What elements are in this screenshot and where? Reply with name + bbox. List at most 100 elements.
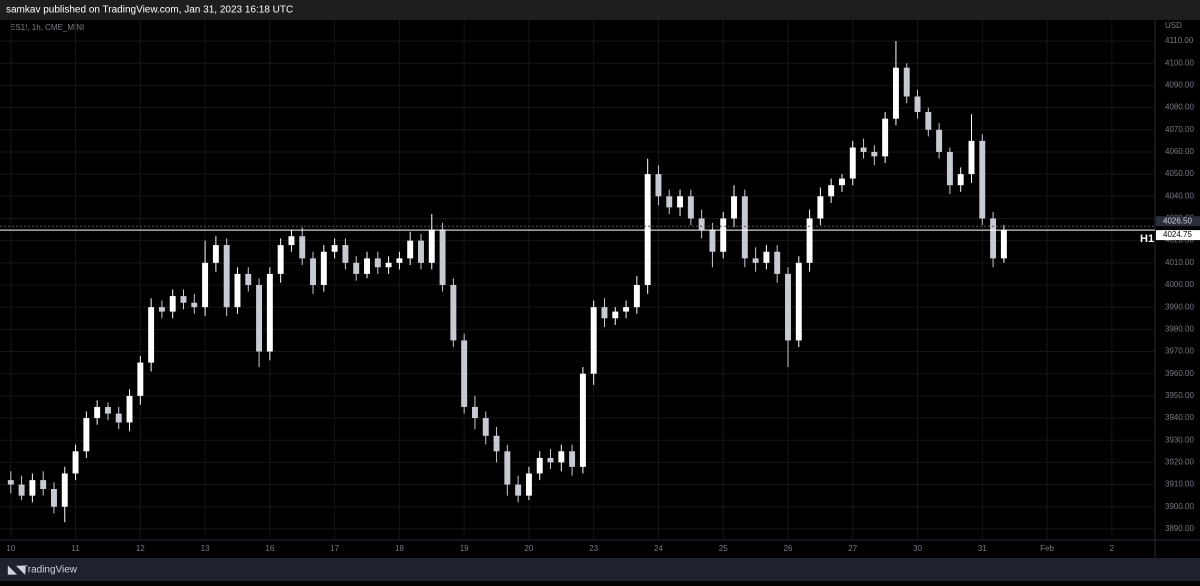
candle-body	[439, 229, 446, 285]
candle-body	[525, 473, 532, 496]
x-tick-label: Feb	[1040, 544, 1054, 553]
candle-body	[914, 96, 921, 113]
candle-body	[364, 258, 370, 274]
candle-body	[838, 178, 845, 186]
candle-body	[83, 418, 90, 452]
candle-body	[115, 413, 122, 423]
candle-body	[18, 484, 25, 496]
candle-body	[741, 196, 748, 259]
y-tick-label: 4000.00	[1165, 280, 1194, 289]
candle-body	[936, 129, 943, 152]
candle-body	[212, 245, 219, 263]
x-tick-label: 2	[1110, 544, 1115, 553]
candle-body	[482, 418, 489, 436]
candle-body	[385, 262, 392, 268]
candle-body	[946, 151, 953, 186]
candle-body	[40, 480, 47, 489]
candle-body	[990, 218, 997, 259]
candle-body	[407, 240, 414, 259]
candle-body	[644, 174, 651, 285]
candle-body	[774, 251, 781, 274]
y-tick-label: 4070.00	[1165, 125, 1194, 134]
candle-body	[148, 307, 155, 363]
candle-body	[849, 147, 856, 179]
y-tick-label: 3980.00	[1165, 324, 1194, 333]
candle-body	[601, 307, 608, 319]
y-tick-label: 3910.00	[1165, 480, 1194, 489]
candle-body	[342, 245, 349, 263]
candle-body	[655, 174, 662, 197]
candle-body	[461, 340, 468, 407]
y-tick-label: 4080.00	[1165, 103, 1194, 112]
candle-body	[299, 236, 306, 259]
x-tick-label: 16	[265, 544, 274, 553]
x-tick-label: 10	[6, 544, 15, 553]
candle-body	[234, 273, 241, 308]
header-bar	[0, 0, 1200, 20]
candle-body	[795, 262, 802, 341]
candle-body	[763, 251, 770, 263]
y-tick-label: 3950.00	[1165, 391, 1194, 400]
y-tick-label: 3940.00	[1165, 413, 1194, 422]
candle-body	[471, 406, 478, 419]
candle-body	[828, 185, 835, 197]
candle-body	[94, 406, 101, 419]
x-tick-label: 13	[201, 544, 210, 553]
candle-body	[720, 218, 727, 252]
candle-body	[785, 273, 791, 341]
candle-body	[353, 262, 360, 274]
candle-body	[1000, 230, 1007, 259]
x-tick-label: 30	[913, 544, 922, 553]
candle-body	[180, 296, 187, 303]
price-line-name: H1	[1140, 233, 1154, 245]
x-tick-label: 24	[654, 544, 663, 553]
candle-body	[752, 258, 759, 263]
candle-body	[558, 451, 565, 463]
candle-body	[871, 151, 878, 157]
candle-body	[515, 484, 522, 496]
candle-body	[903, 67, 910, 97]
y-tick-label: 4090.00	[1165, 81, 1194, 90]
y-tick-label: 3890.00	[1165, 524, 1194, 533]
candle-body	[418, 240, 424, 263]
candle-body	[579, 373, 586, 467]
candle-body	[612, 311, 619, 319]
candle-body	[158, 307, 165, 312]
y-tick-label: 4100.00	[1165, 58, 1194, 67]
y-tick-label: 4020.00	[1165, 236, 1194, 245]
footer-brand: TradingView	[22, 565, 78, 576]
x-tick-label: 31	[978, 544, 987, 553]
footer-logo: ◣◥	[7, 564, 25, 576]
x-tick-label: 19	[460, 544, 469, 553]
candle-body	[968, 140, 975, 175]
candle-body	[925, 112, 932, 130]
candle-body	[882, 118, 889, 157]
candle-body	[320, 251, 327, 285]
candle-body	[957, 174, 964, 186]
candle-body	[223, 245, 230, 308]
candle-body	[666, 196, 673, 208]
candle-body	[331, 245, 338, 252]
candle-body	[687, 196, 694, 219]
candle-body	[137, 362, 144, 396]
candle-body	[860, 147, 867, 152]
x-tick-label: 18	[395, 544, 404, 553]
symbol-label: ES1!, 1h, CME_MINI	[10, 23, 84, 32]
header-title: samkav published on TradingView.com, Jan…	[6, 5, 293, 16]
candle-body	[428, 229, 435, 263]
y-tick-label: 3990.00	[1165, 302, 1194, 311]
x-tick-label: 25	[719, 544, 728, 553]
candle-body	[61, 473, 68, 507]
candle-body	[310, 258, 317, 285]
candle-body	[590, 307, 597, 374]
currency-label: USD	[1165, 21, 1182, 30]
candle-body	[72, 451, 79, 474]
candle-body	[892, 67, 899, 119]
candle-body	[396, 258, 403, 263]
candle-body	[493, 435, 500, 452]
candle-body	[191, 302, 198, 308]
candle-body	[51, 488, 57, 507]
candle-body	[806, 218, 813, 263]
y-tick-label: 4110.00	[1165, 36, 1194, 45]
y-tick-label: 4010.00	[1165, 258, 1194, 267]
